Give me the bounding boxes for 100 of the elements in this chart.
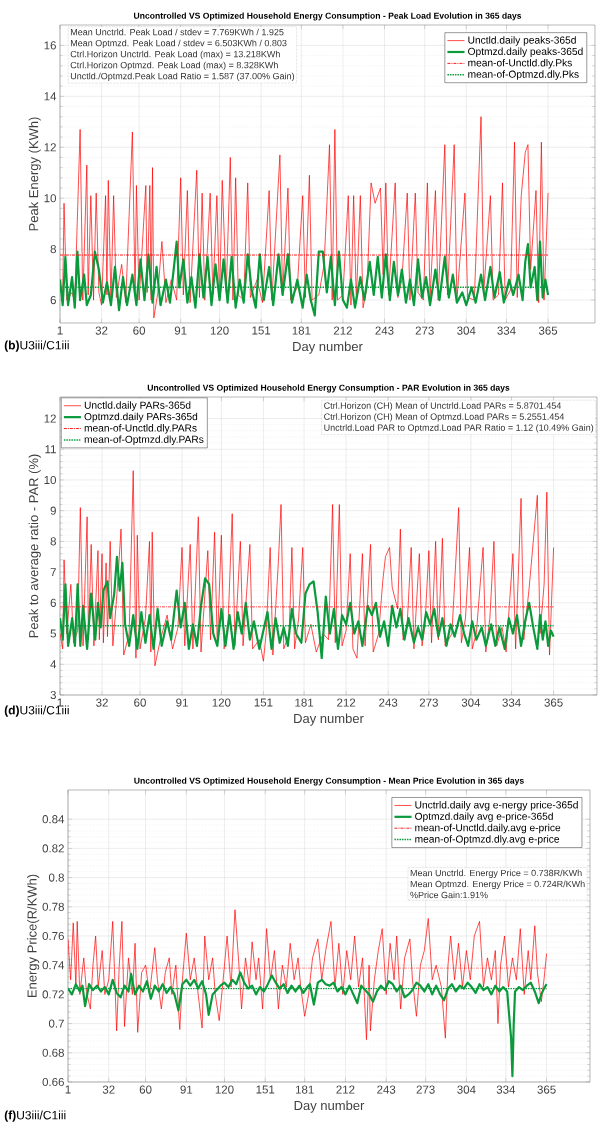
legend-label: mean-of-Optmzd.dly.avg e-price (415, 835, 560, 845)
y-tick-label: 11 (45, 445, 56, 454)
y-tick-label: 0.7 (48, 1019, 64, 1028)
y-tick-label: 16 (44, 41, 56, 50)
x-tick-label: 32 (102, 1085, 115, 1094)
x-tick-label: 365 (537, 1085, 556, 1094)
x-tick-label: 181 (292, 326, 311, 335)
y-tick-label: 0.74 (42, 961, 65, 970)
x-tick-label: 32 (95, 326, 108, 335)
legend-label: Unctld.daily PARs-365d (84, 401, 191, 411)
y-tick-label: 6 (50, 296, 56, 305)
x-tick-label: 304 (457, 326, 476, 335)
annotation: Mean Unctrld. Energy Price = 0.738R/KWh (410, 869, 582, 878)
x-tick-label: 1 (57, 326, 63, 335)
x-tick-label: 212 (333, 326, 352, 335)
legend-label: mean-of-Unctld.daily.avg e-price (415, 823, 561, 834)
y-tick-label: 0.76 (42, 931, 64, 941)
x-tick-label: 60 (139, 1085, 152, 1094)
x-tick-label: 120 (212, 698, 231, 707)
y-tick-label: 6 (50, 598, 56, 607)
x-tick-label: 212 (336, 1085, 355, 1094)
x-tick-label: 243 (375, 326, 394, 335)
x-tick-label: 91 (174, 326, 187, 335)
x-tick-label: 151 (256, 1085, 275, 1094)
x-tick-label: 181 (295, 1085, 314, 1094)
x-tick-label: 151 (254, 698, 273, 707)
y-tick-label: 0.82 (42, 844, 64, 853)
y-tick-label: 7 (50, 568, 56, 577)
y-tick-label: 0.68 (42, 1048, 64, 1057)
y-tick-label: 12 (44, 414, 56, 423)
y-tick-label: 3 (50, 690, 56, 700)
annotation: %Price Gain:1.91% (410, 891, 488, 899)
annotation: Unctrld.Load PAR to Optmzd.Load PAR Ratio = 1.12 (10.49% Gain) (324, 424, 594, 433)
y-tick-label: 0.78 (42, 902, 64, 911)
x-tick-label: 212 (337, 698, 356, 707)
y-tick-label: 0.8 (48, 873, 64, 882)
y-axis-title: Energy Price(R/KWh) (27, 874, 40, 998)
x-tick-label: 120 (210, 326, 229, 335)
y-axis-title: Peak Energy (KWh) (28, 117, 41, 231)
y-tick-label: 10 (44, 194, 57, 203)
y-tick-label: 9 (50, 506, 56, 515)
x-tick-label: 32 (96, 698, 108, 707)
x-tick-label: 273 (416, 1085, 435, 1094)
legend-label: Unctrld.daily avg e-nergy price-365d (415, 801, 578, 811)
x-tick-label: 151 (252, 326, 271, 335)
y-tick-label: 8 (50, 537, 56, 546)
annotation: Ctrl.Horizon Unctrld. Peak Load (max) = 13.218KWh (70, 50, 280, 60)
annotation: Ctrl.Horizon (CH) Mean of Optmzd.Load PARs = 5.2551.454 (324, 413, 565, 422)
x-tick-label: 91 (176, 698, 188, 707)
x-tick-label: 334 (496, 1085, 516, 1094)
annotation: Mean Optmzd. Energy Price = 0.724R/KWh (410, 880, 585, 889)
y-tick-label: 4 (50, 660, 57, 669)
x-tick-label: 334 (502, 698, 521, 707)
legend-label: Optmzd.daily peaks-365d (468, 47, 583, 58)
text: (f)U3iii/C1iii (4, 1110, 66, 1122)
annotation: Ctrl.Horizon Optmzd. Peak Load (max) = 8.328KWh (70, 61, 278, 71)
annotation: Unctld./Optmzd.Peak Load Ratio = 1.587 (37.00% Gain) (70, 72, 295, 82)
annotation: Mean Optmzd. Peak Load / stdev = 6.503KWh / 0.803 (70, 39, 287, 49)
legend-label: mean-of-Unctld.dly.PARs (84, 424, 197, 434)
x-tick-label: 91 (180, 1085, 193, 1094)
chart-title: Uncontrolled VS Optimized Household Energy Consumption - PAR Evolution in 365 days (147, 384, 510, 393)
y-tick-label: 0.66 (42, 1077, 64, 1087)
legend-label: mean-of-Optmzd.dly.Pks (468, 70, 579, 80)
x-tick-label: 1 (57, 698, 63, 707)
y-tick-label: 12 (44, 143, 56, 152)
x-tick-label: 273 (419, 698, 438, 707)
x-tick-label: 365 (544, 698, 563, 707)
x-tick-label: 60 (133, 326, 146, 335)
text: (b)U3iii/C1iii (4, 340, 69, 352)
annotation: Mean Unctrld. Peak Load / stdev = 7.769KWh / 1.925 (70, 28, 284, 36)
x-tick-label: 273 (415, 326, 434, 335)
x-tick-label: 304 (461, 698, 481, 707)
y-tick-label: 8 (50, 245, 56, 254)
x-tick-label: 365 (538, 326, 558, 335)
x-tick-label: 243 (377, 1085, 396, 1094)
legend-label: Unctld.daily peaks-365d (468, 36, 576, 46)
x-axis-title: Day number (293, 341, 363, 354)
legend-label: Optmzd.daily PARs-365d (84, 412, 198, 423)
x-tick-label: 243 (379, 698, 398, 707)
x-axis-title: Day number (294, 713, 364, 726)
chart-title: Uncontrolled VS Optimized Household Energy Consumption - Mean Price Evolution in 365 days (134, 777, 524, 786)
legend-label: mean-of-Optmzd.dly.PARs (84, 435, 204, 445)
annotation: Ctrl.Horizon (CH) Mean of Unctrld.Load PARs = 5.8701.454 (324, 402, 562, 411)
chart-title: Uncontrolled VS Optimized Household Energy Consumption - Peak Load Evolution in 365 days (134, 12, 522, 21)
x-tick-label: 334 (497, 326, 516, 335)
x-tick-label: 181 (295, 698, 314, 707)
y-tick-label: 0.84 (42, 815, 65, 824)
text: (d)U3iii/C1iii (4, 705, 69, 717)
x-tick-label: 304 (457, 1085, 476, 1094)
x-tick-label: 1 (65, 1085, 71, 1094)
y-tick-label: 10 (44, 475, 57, 485)
x-tick-label: 120 (215, 1085, 234, 1094)
y-tick-label: 5 (50, 629, 56, 638)
legend-label: mean-of-Unctld.dly.Pks (468, 58, 572, 69)
legend-label: Optmzd.daily avg e-price-365d (415, 812, 553, 822)
x-axis-title: Day number (294, 1100, 365, 1113)
y-tick-label: 0.72 (42, 990, 64, 999)
y-axis-title: Peak to average ratio - PAR (%) (28, 454, 41, 638)
y-tick-label: 14 (44, 92, 57, 101)
x-tick-label: 60 (134, 698, 146, 707)
